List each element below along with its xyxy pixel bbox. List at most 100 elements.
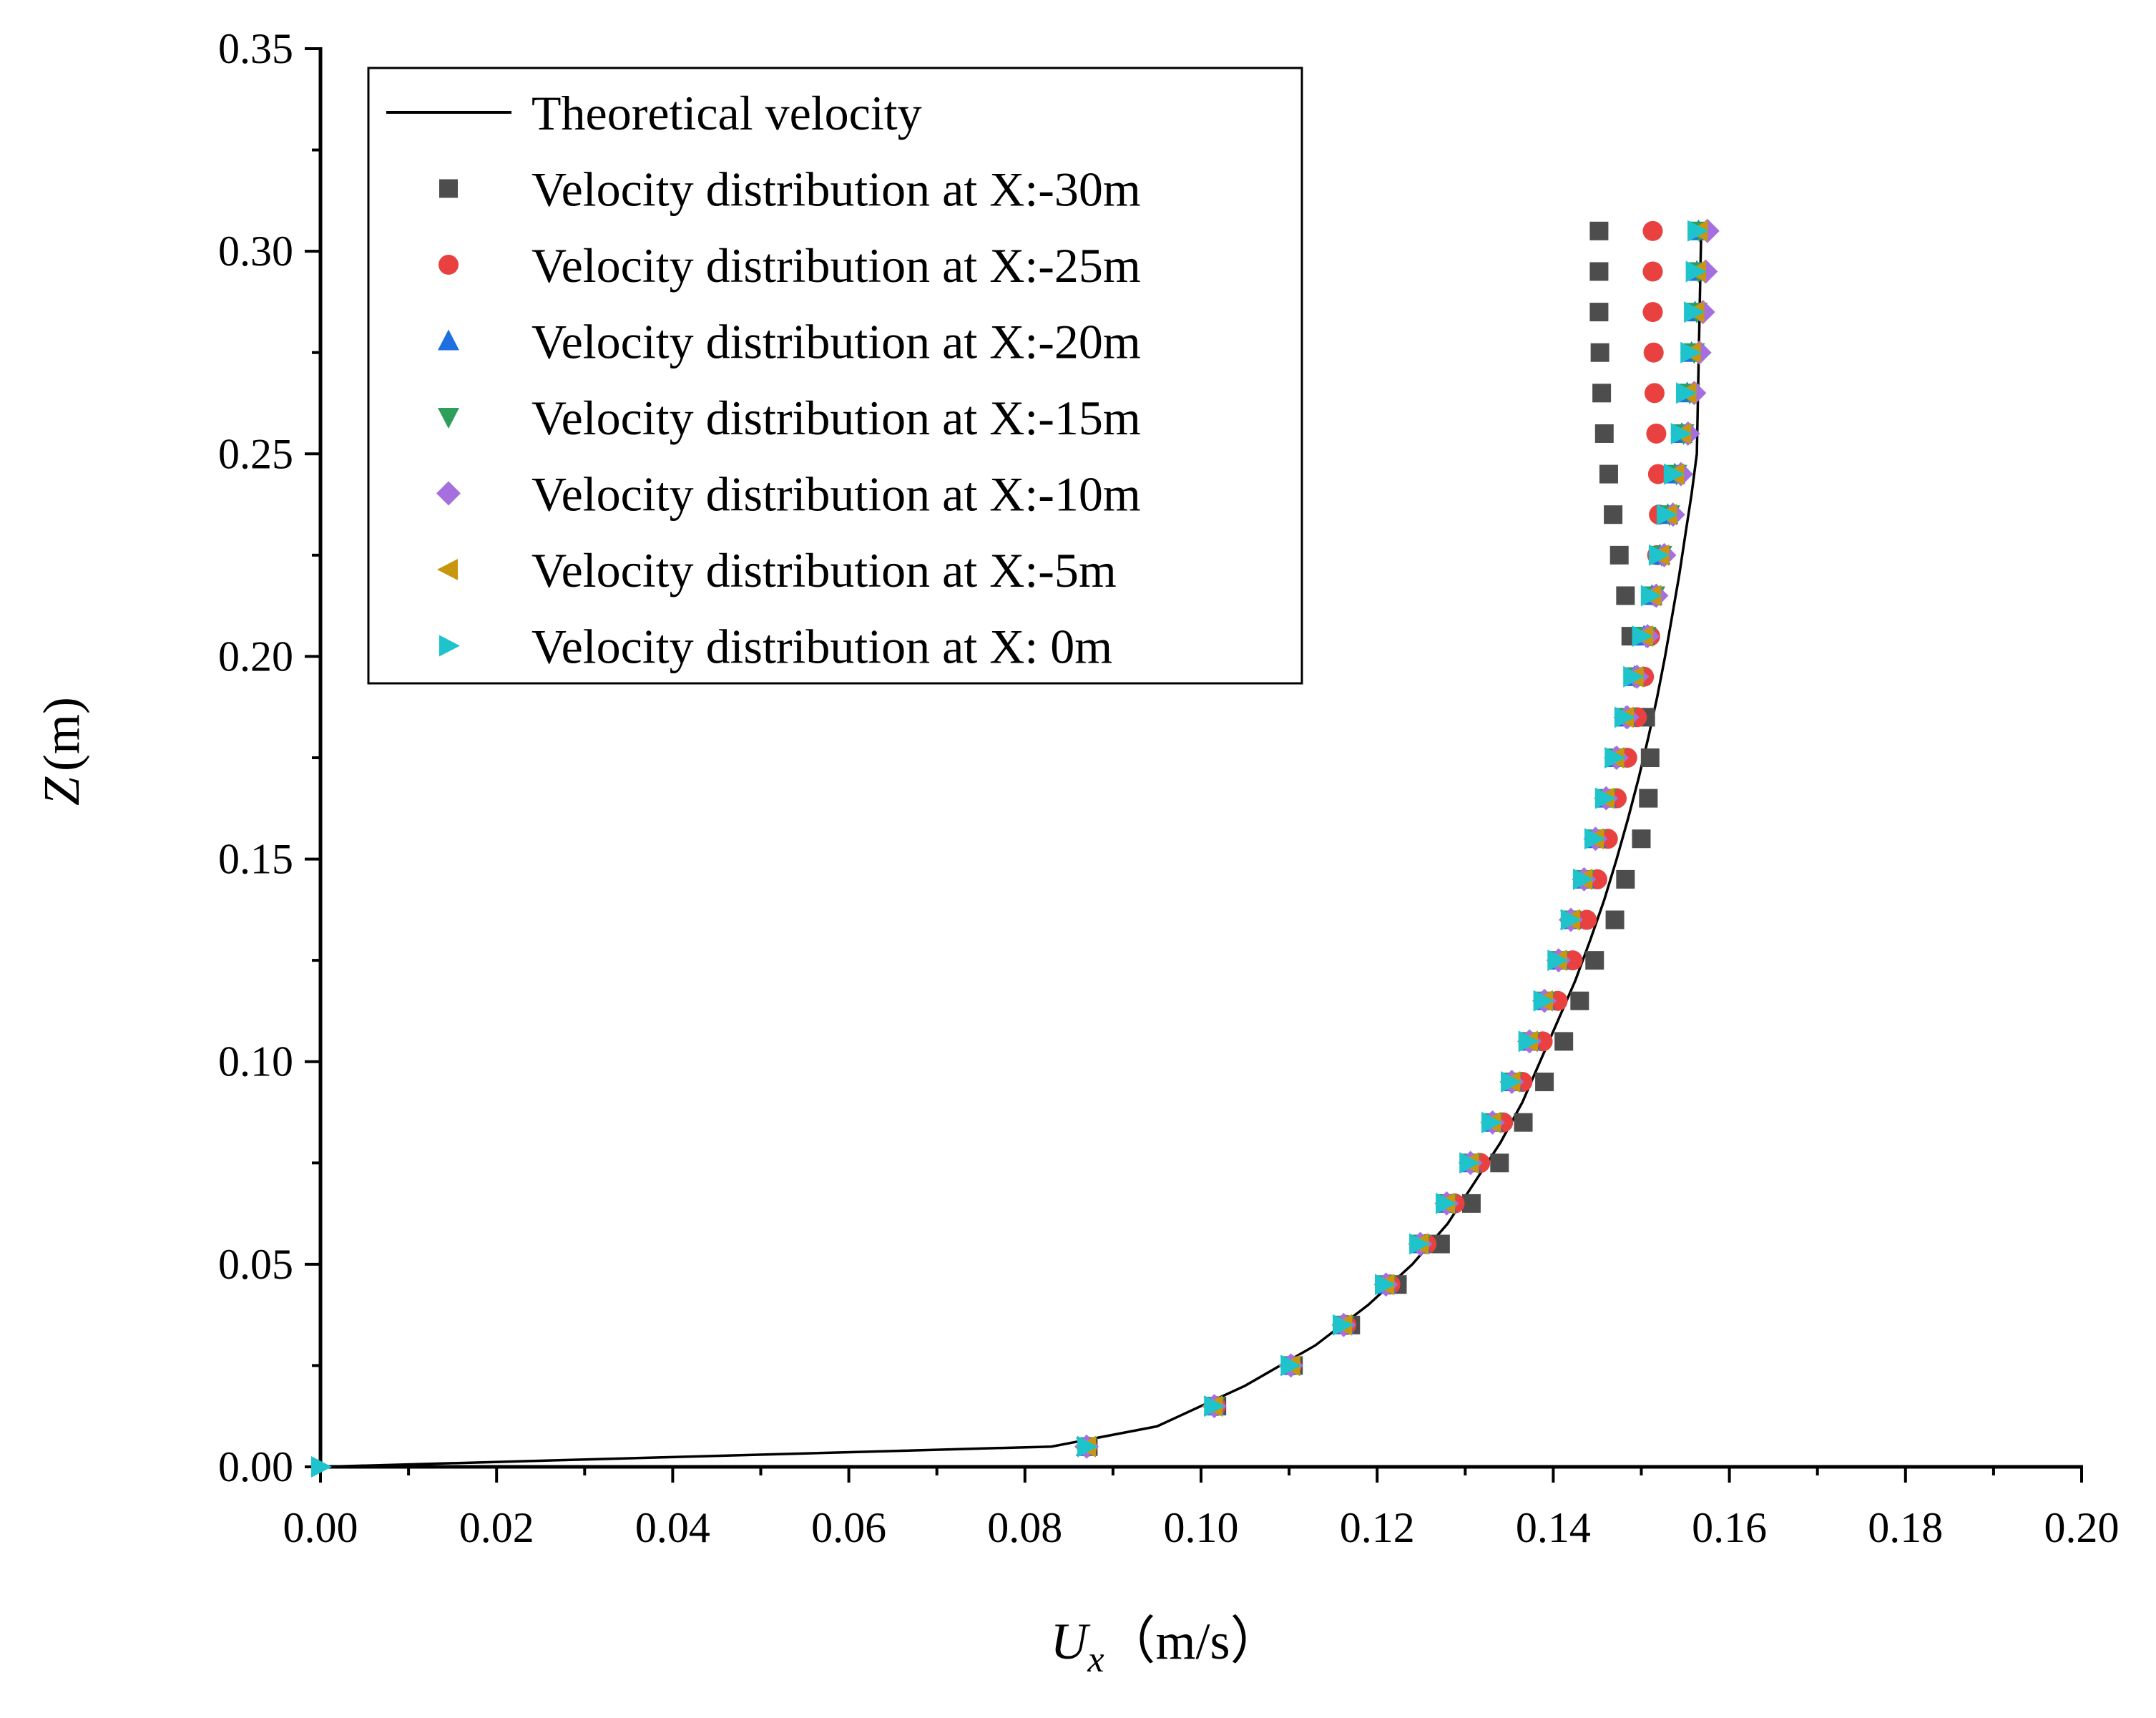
y-tick-label: 0.00 (218, 1443, 293, 1490)
data-point (1684, 301, 1705, 323)
legend-label: Velocity distribution at X:-20m (531, 315, 1141, 369)
data-point (1609, 545, 1629, 565)
data-point (1642, 220, 1663, 241)
data-point (1614, 706, 1635, 728)
x-tick-label: 0.04 (635, 1504, 710, 1551)
y-tick-label: 0.30 (218, 228, 293, 275)
data-point (1594, 787, 1616, 809)
data-point (1685, 260, 1707, 283)
legend: Theoretical velocity Velocity distributio… (367, 67, 1303, 685)
data-point (1514, 1113, 1533, 1132)
data-point (1573, 868, 1594, 890)
y-axis-title: Z (m) (33, 697, 90, 806)
data-point-origin (311, 1456, 332, 1478)
x-tick-label: 0.08 (987, 1504, 1062, 1551)
data-point (1643, 342, 1664, 363)
x-axis-unit: （m/s） (1104, 1613, 1282, 1670)
data-point (1535, 1073, 1554, 1092)
legend-label: Velocity distribution at X:-30m (531, 162, 1141, 217)
legend-marker-swatch (439, 635, 460, 657)
legend-marker-swatch (436, 481, 461, 506)
x-axis-subscript: x (1087, 1639, 1104, 1680)
data-point (1604, 505, 1623, 524)
data-point (1676, 382, 1697, 404)
legend-label: Theoretical velocity (531, 86, 922, 140)
y-axis-variable: Z (33, 776, 90, 806)
data-point (1604, 747, 1626, 768)
data-point (1577, 909, 1597, 930)
legend-marker-swatch (439, 179, 458, 198)
x-tick-label: 0.10 (1164, 1504, 1239, 1551)
data-point (1585, 951, 1604, 970)
data-point (1409, 1233, 1431, 1255)
series-7 (1077, 220, 1709, 1458)
data-point (1501, 1071, 1522, 1093)
legend-marker-swatch (438, 329, 459, 351)
legend-box (367, 67, 1303, 685)
legend-label: Velocity distribution at X:-25m (531, 238, 1141, 293)
data-point (1647, 464, 1668, 484)
x-tick-label: 0.14 (1516, 1504, 1591, 1551)
data-point (1592, 384, 1612, 403)
x-tick-label: 0.00 (283, 1504, 358, 1551)
data-point (1589, 303, 1609, 322)
y-tick-label: 0.05 (218, 1241, 293, 1288)
y-tick-label: 0.15 (218, 836, 293, 883)
axes-layer: 0.00 0.02 0.04 0.06 0.08 0.10 0.12 0.14 0.16 0.18… (218, 25, 2120, 1551)
data-point (1657, 504, 1677, 526)
x-tick-label: 0.02 (459, 1504, 534, 1551)
data-point (1459, 1152, 1481, 1174)
data-point (1461, 1194, 1481, 1213)
data-point (1481, 1111, 1502, 1133)
legend-label: Velocity distribution at X:-15m (531, 391, 1141, 445)
data-point (1589, 262, 1609, 281)
data-point (1562, 950, 1583, 971)
y-tick-label: 0.35 (218, 25, 293, 72)
data-point (1646, 423, 1667, 444)
y-tick-label: 0.25 (218, 430, 293, 477)
legend-label: Velocity distribution at X:-5m (531, 543, 1117, 597)
data-point (1623, 665, 1645, 688)
data-point (1375, 1274, 1396, 1296)
data-point (1632, 625, 1653, 648)
data-point (1436, 1192, 1456, 1214)
data-point (1680, 341, 1702, 363)
data-point (1533, 990, 1554, 1012)
axis-titles: Ux（m/s） Z (m) (33, 697, 1282, 1680)
x-tick-label: 0.16 (1692, 1504, 1767, 1551)
data-point (1560, 909, 1582, 931)
x-axis-title: Ux（m/s） (1050, 1613, 1281, 1680)
data-point (1687, 220, 1709, 242)
x-tick-label: 0.18 (1868, 1504, 1943, 1551)
data-point (1490, 1153, 1509, 1173)
y-tick-label: 0.20 (218, 633, 293, 680)
data-point (1640, 748, 1660, 767)
y-tick-label: 0.10 (218, 1038, 293, 1085)
x-tick-label: 0.20 (2044, 1504, 2120, 1551)
data-point (1589, 221, 1609, 240)
data-point (1599, 464, 1618, 484)
data-point (1632, 829, 1651, 849)
data-point (1204, 1395, 1225, 1417)
data-point (1616, 586, 1635, 605)
data-point (1280, 1355, 1302, 1377)
data-point (1518, 1030, 1539, 1053)
data-point (1648, 544, 1670, 566)
data-point (1642, 261, 1663, 282)
data-point (1554, 1032, 1574, 1051)
legend-marker-swatch (437, 559, 458, 580)
data-point (1642, 302, 1663, 323)
data-layer (311, 218, 1720, 1478)
data-point (1547, 950, 1569, 972)
data-point (1644, 383, 1665, 404)
data-point (1077, 1435, 1098, 1458)
legend-label: Velocity distribution at X: 0m (531, 620, 1112, 674)
x-axis-variable: U (1050, 1613, 1090, 1670)
data-point (1670, 423, 1692, 444)
x-tick-label: 0.12 (1340, 1504, 1415, 1551)
data-point (1605, 910, 1625, 929)
legend-marker-swatch (438, 408, 459, 429)
data-point (1333, 1314, 1353, 1336)
data-point (1640, 585, 1662, 607)
